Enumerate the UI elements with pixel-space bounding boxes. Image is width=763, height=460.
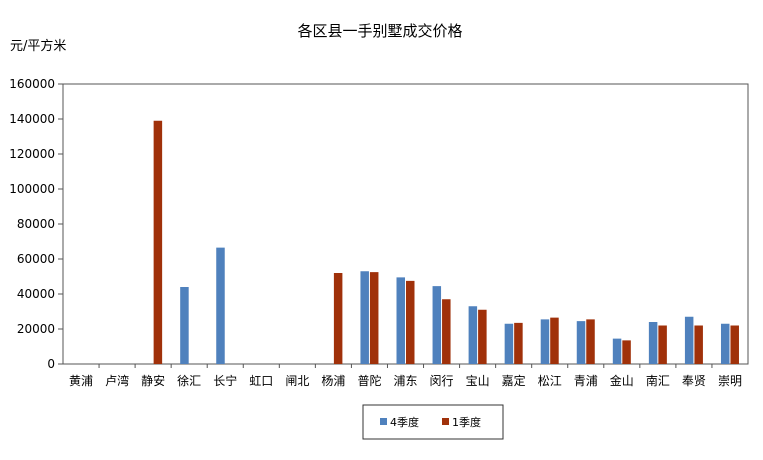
bar [550,317,559,364]
bar [684,316,694,364]
x-tick-label: 崇明 [718,374,742,388]
x-tick-label: 金山 [610,373,634,388]
y-tick-label: 60000 [17,252,55,266]
y-tick-label: 100000 [9,182,55,196]
x-tick-label: 长宁 [213,373,237,388]
x-tick-label: 卢湾 [105,373,129,388]
y-tick-label: 20000 [17,322,55,336]
bar [442,299,451,364]
plot-area: 0 20000 40000 60000 80000 100000 120000 140000 1… [9,77,749,388]
plot-frame [62,83,749,365]
bar [540,319,550,364]
x-tick-label: 黄浦 [69,374,93,388]
bar [648,322,658,364]
bar [360,271,369,364]
x-tick-label: 青浦 [574,374,598,388]
x-tick-label: 虹口 [249,374,273,388]
legend: 4季度 1季度 [362,404,504,440]
x-tick-label: 闸北 [285,374,309,388]
y-tick-label: 160000 [9,77,55,91]
x-tick-label: 南汇 [646,373,670,388]
y-tick-label: 140000 [9,112,55,126]
bar [694,325,703,364]
bar [576,321,586,364]
bar [369,272,379,364]
bar [514,322,523,364]
bar [612,338,622,364]
legend-label: 4季度 [390,415,419,429]
bar [504,323,514,364]
x-tick-label: 松江 [538,374,562,388]
legend-swatch [442,418,449,425]
bar [586,319,595,364]
x-tick-label: 徐汇 [177,373,201,388]
bar [153,120,163,364]
y-tick-label: 40000 [17,287,55,301]
x-tick-label: 浦东 [393,374,417,388]
bar [396,277,405,364]
x-tick-label: 嘉定 [502,373,526,388]
bar [468,306,478,364]
chart-title: 各区县一手别墅成交价格 [297,22,462,40]
x-tick-label: 杨浦 [321,373,345,388]
bar [406,280,415,364]
y-axis-label: 元/平方米 [10,38,66,54]
x-tick-label: 静安 [141,373,165,388]
bar [180,287,189,364]
legend-label: 1季度 [452,415,481,429]
x-tick-label: 奉贤 [682,374,706,388]
bar [216,247,225,364]
bar [720,323,730,364]
bar [622,340,631,364]
y-tick-label: 120000 [9,147,55,161]
bar [730,325,739,364]
bar [333,273,343,364]
legend-swatch [380,418,387,425]
y-tick-label: 0 [47,357,55,371]
bar [478,309,487,364]
x-tick-label: 宝山 [466,374,490,388]
x-tick-label: 闵行 [430,373,454,388]
bar [658,325,667,364]
x-tick-label: 普陀 [357,373,381,388]
y-tick-label: 80000 [17,217,55,231]
bar [432,286,442,364]
